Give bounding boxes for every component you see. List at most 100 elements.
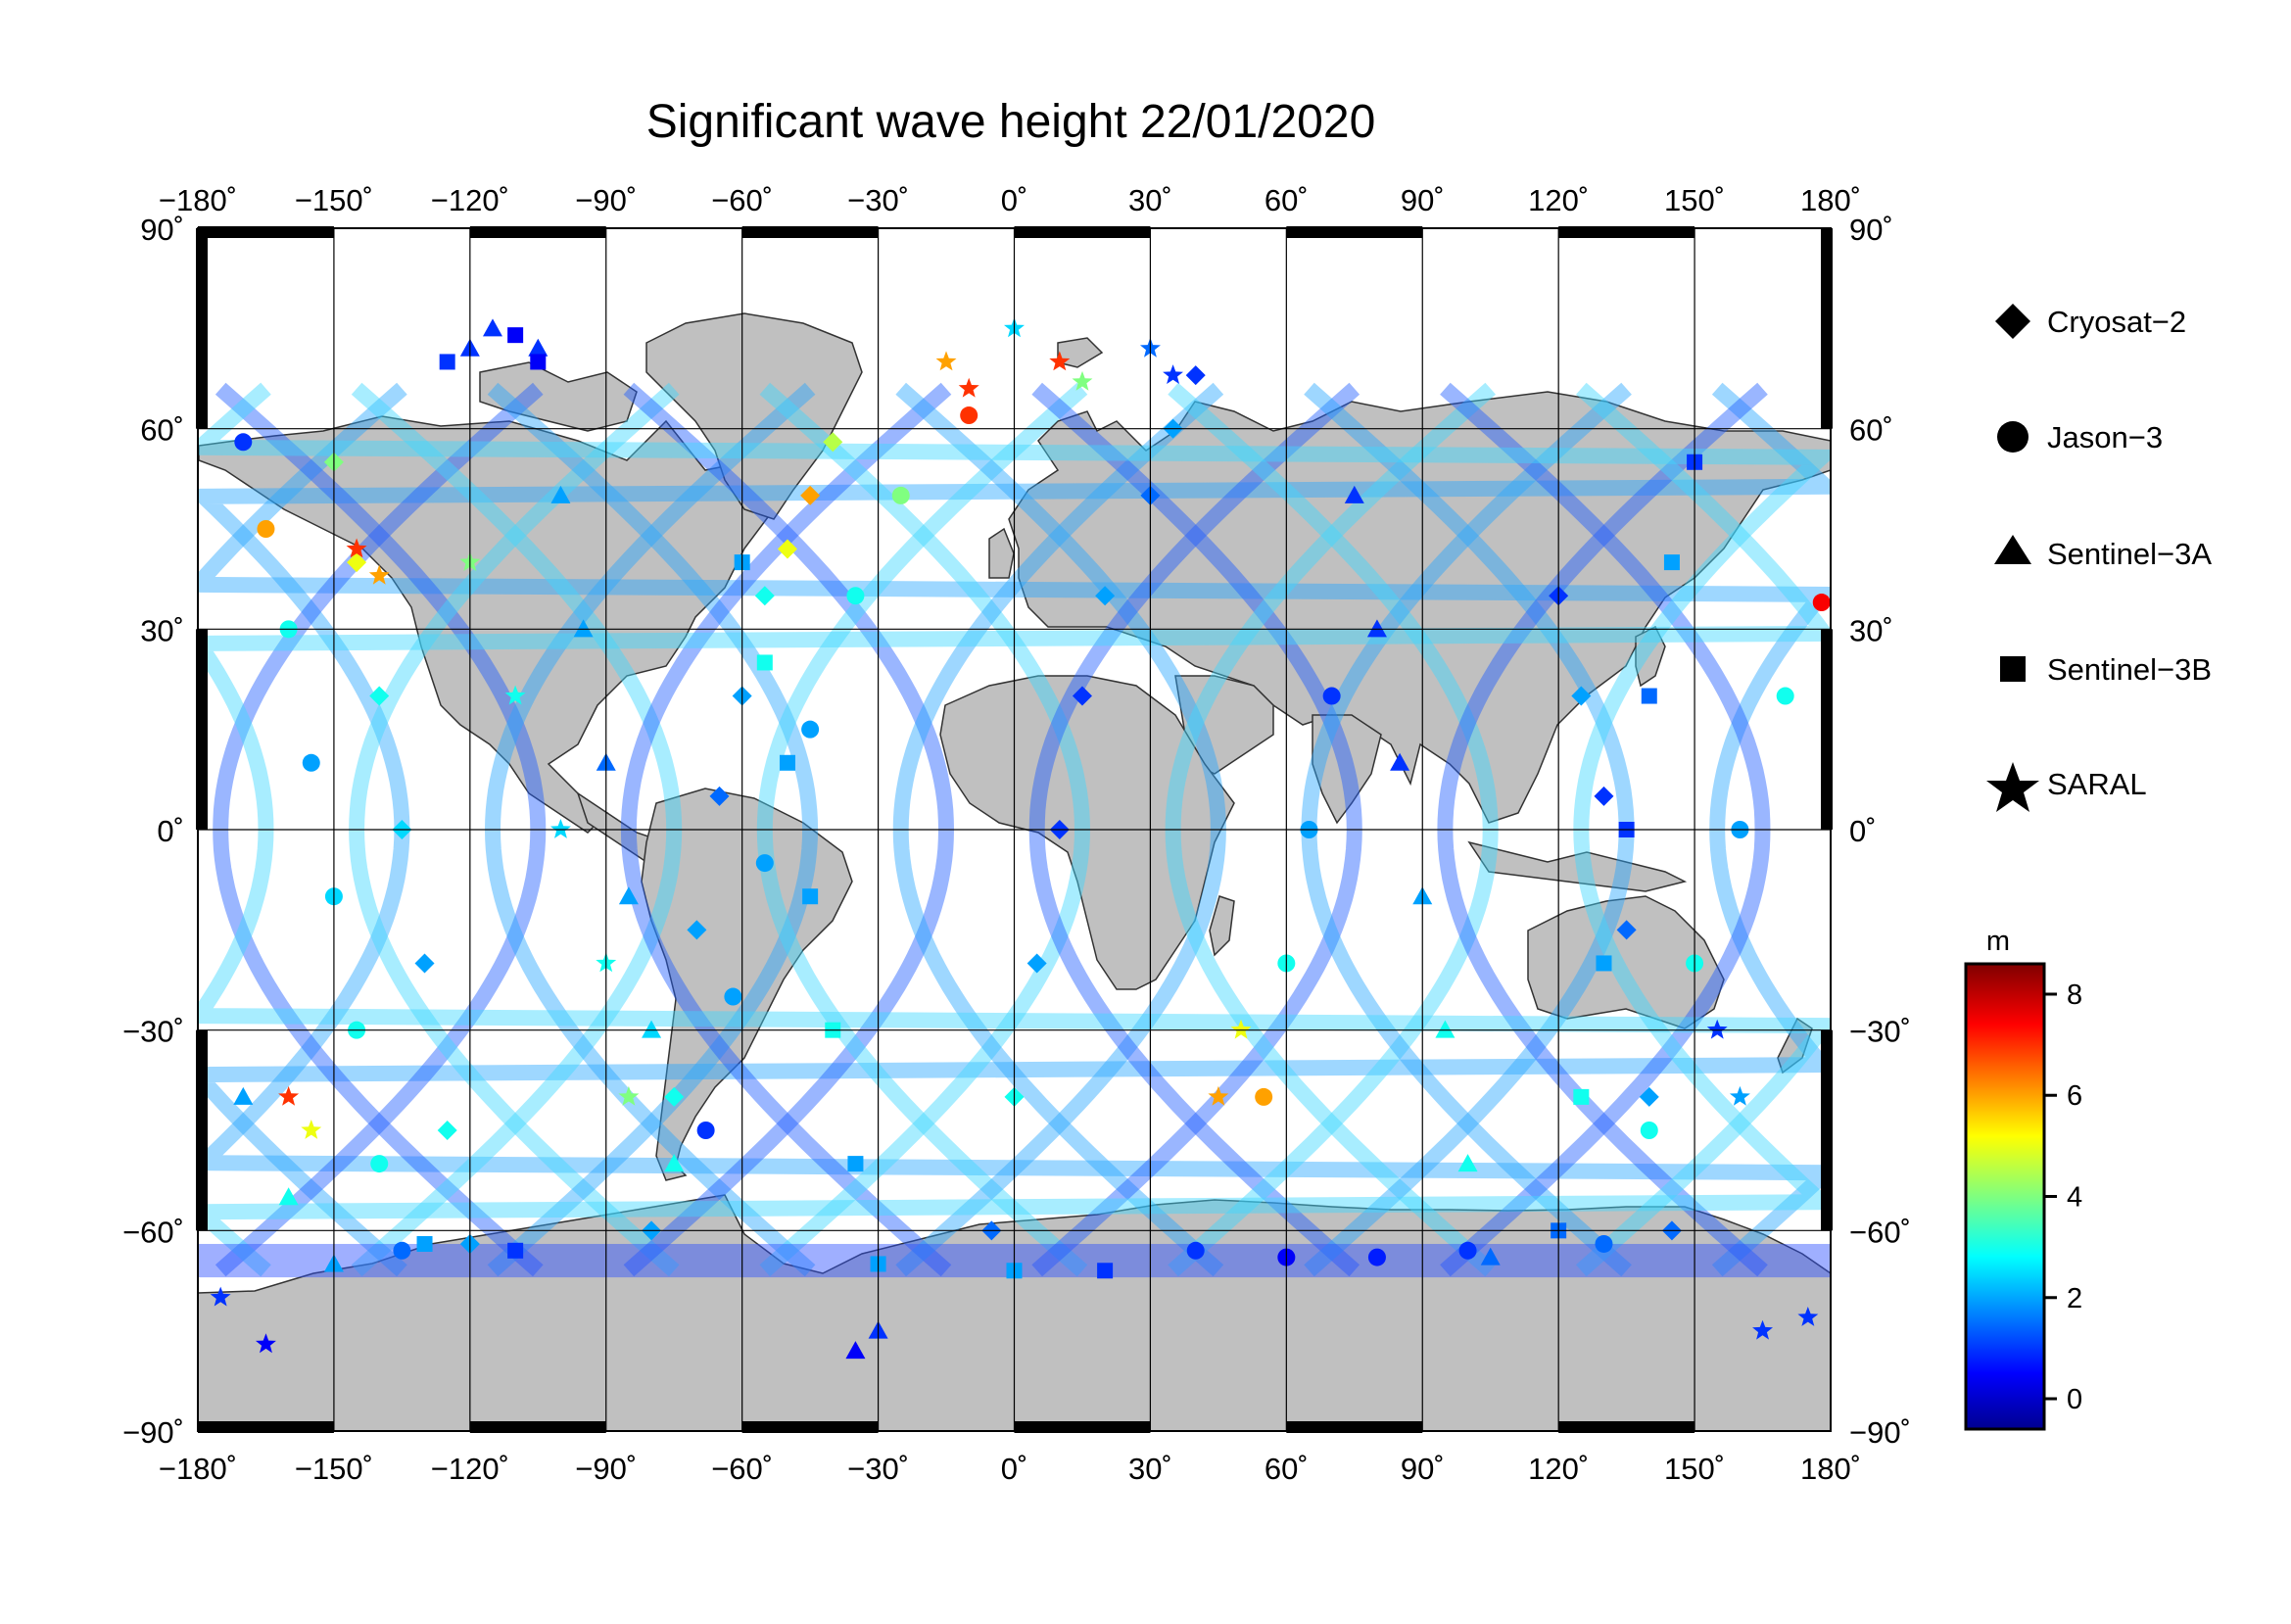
triangle-data-point (1457, 1154, 1478, 1172)
diamond-data-point (1594, 786, 1614, 806)
colorbar-ticks: 8 6 4 2 0 (2044, 979, 2082, 1415)
triangle-data-point (1435, 1020, 1456, 1038)
frame-bar-bottom (1558, 1421, 1695, 1433)
y-tick-label-right: 30˚ (1849, 613, 1893, 647)
x-tick-label-top: −60˚ (711, 183, 773, 217)
diamond-symbol-icon (1995, 304, 2030, 339)
circle-data-point (1640, 1122, 1658, 1139)
legend-item-cryosat: Cryosat−2 (1995, 304, 2186, 339)
x-tick-label-bottom: −150˚ (295, 1452, 373, 1486)
diamond-data-point (664, 1086, 685, 1107)
colorbar-gradient (1964, 962, 2046, 1431)
land-greenland (645, 312, 863, 520)
x-tick-label-bottom: 30˚ (1128, 1452, 1172, 1486)
circle-data-point (1776, 687, 1794, 705)
y-tick-label-left: 90˚ (140, 213, 184, 247)
land-south-america (641, 788, 853, 1181)
graticule (198, 228, 1831, 1431)
x-tick-label-top: 30˚ (1128, 183, 1172, 217)
x-tick-label-bottom: 180˚ (1800, 1452, 1861, 1486)
colorbar-tick-label: 4 (2067, 1182, 2082, 1214)
circle-data-point (1595, 1234, 1613, 1253)
diamond-data-point (687, 920, 707, 940)
land-eurasia (1008, 391, 1831, 824)
frame-bar-right (1821, 1029, 1833, 1231)
diamond-data-point (369, 686, 390, 706)
star-data-point (1706, 1019, 1728, 1039)
frame-bar-left (196, 629, 208, 830)
x-tick-label-bottom: 60˚ (1265, 1452, 1309, 1486)
frame-bar-right (1821, 228, 1833, 429)
square-symbol-icon (2000, 656, 2026, 682)
legend-item-saral: SARAL (1986, 762, 2147, 812)
x-tick-label-top: 0˚ (1001, 183, 1028, 217)
square-data-point (439, 354, 455, 370)
y-tick-label-right: 60˚ (1849, 413, 1893, 448)
legend-label-saral: SARAL (2047, 767, 2147, 801)
diamond-data-point (1026, 953, 1047, 974)
square-data-point (1641, 688, 1657, 704)
x-tick-label-bottom: −120˚ (431, 1452, 509, 1486)
circle-data-point (393, 1241, 411, 1260)
triangle-symbol-icon (1994, 535, 2031, 564)
land-indonesia (1467, 840, 1688, 892)
square-data-point (1573, 1088, 1590, 1105)
square-data-point (507, 327, 524, 344)
y-tick-label-right: 0˚ (1849, 814, 1877, 848)
circle-data-point (1322, 687, 1341, 705)
legend: Cryosat−2 Jason−3 Sentinel−3A Sentinel−3… (1986, 304, 2212, 812)
x-tick-label-bottom: −30˚ (847, 1452, 909, 1486)
circle-data-point (1367, 1248, 1386, 1266)
y-tick-label-right: −60˚ (1849, 1215, 1911, 1249)
frame-bar-bottom (1014, 1421, 1151, 1433)
circle-data-point (724, 987, 742, 1006)
x-tick-label-bottom: 0˚ (1001, 1452, 1028, 1486)
star-data-point (1230, 1019, 1252, 1039)
star-data-point (1072, 370, 1093, 391)
square-data-point (847, 1156, 864, 1172)
circle-data-point (302, 753, 320, 772)
circle-data-point (891, 486, 910, 504)
diamond-data-point (414, 953, 435, 974)
circle-data-point (1255, 1087, 1273, 1106)
star-data-point (368, 564, 390, 585)
star-data-point (550, 819, 571, 838)
x-tick-label-top: 150˚ (1664, 183, 1725, 217)
circle-data-point (257, 520, 275, 538)
diamond-data-point (1571, 686, 1592, 706)
frame-bar-left (196, 1029, 208, 1231)
triangle-data-point (482, 318, 502, 337)
x-tick-label-bottom: −60˚ (711, 1452, 773, 1486)
frame-bar-top (198, 226, 334, 238)
legend-label-sentinel-3a: Sentinel−3A (2047, 537, 2212, 571)
star-data-point (504, 685, 526, 705)
square-data-point (1097, 1263, 1114, 1279)
frame-bar-right (1821, 629, 1833, 830)
diamond-data-point (1639, 1086, 1659, 1107)
square-data-point (802, 888, 819, 905)
circle-data-point (1458, 1241, 1477, 1260)
diamond-data-point (800, 485, 821, 505)
y-tick-label-right: −30˚ (1849, 1015, 1911, 1049)
star-data-point (256, 1333, 276, 1354)
circle-data-point (234, 433, 253, 452)
square-data-point (530, 354, 547, 370)
land-madagascar (1209, 895, 1235, 957)
diamond-data-point (437, 1121, 457, 1140)
star-data-point (1163, 364, 1183, 384)
star-data-point (1752, 1319, 1773, 1340)
map-frame-bars (196, 226, 1833, 1433)
y-tick-label-left: 30˚ (140, 613, 184, 647)
x-tick-label-top: −150˚ (295, 183, 373, 217)
x-tick-label-top: −90˚ (575, 183, 637, 217)
y-tick-label-right: −90˚ (1849, 1415, 1911, 1450)
legend-label-cryosat: Cryosat−2 (2047, 305, 2186, 339)
star-data-point (301, 1120, 322, 1139)
y-tick-labels-right: 90˚ 60˚ 30˚ 0˚ −30˚ −60˚ −90˚ (1849, 213, 1911, 1450)
x-tick-label-bottom: 120˚ (1528, 1452, 1589, 1486)
y-tick-labels-left: 90˚ 60˚ 30˚ 0˚ −30˚ −60˚ −90˚ (122, 213, 184, 1450)
diamond-data-point (823, 432, 843, 453)
diamond-data-point (1095, 586, 1116, 606)
y-tick-label-left: −90˚ (122, 1415, 184, 1450)
triangle-data-point (1366, 619, 1387, 638)
